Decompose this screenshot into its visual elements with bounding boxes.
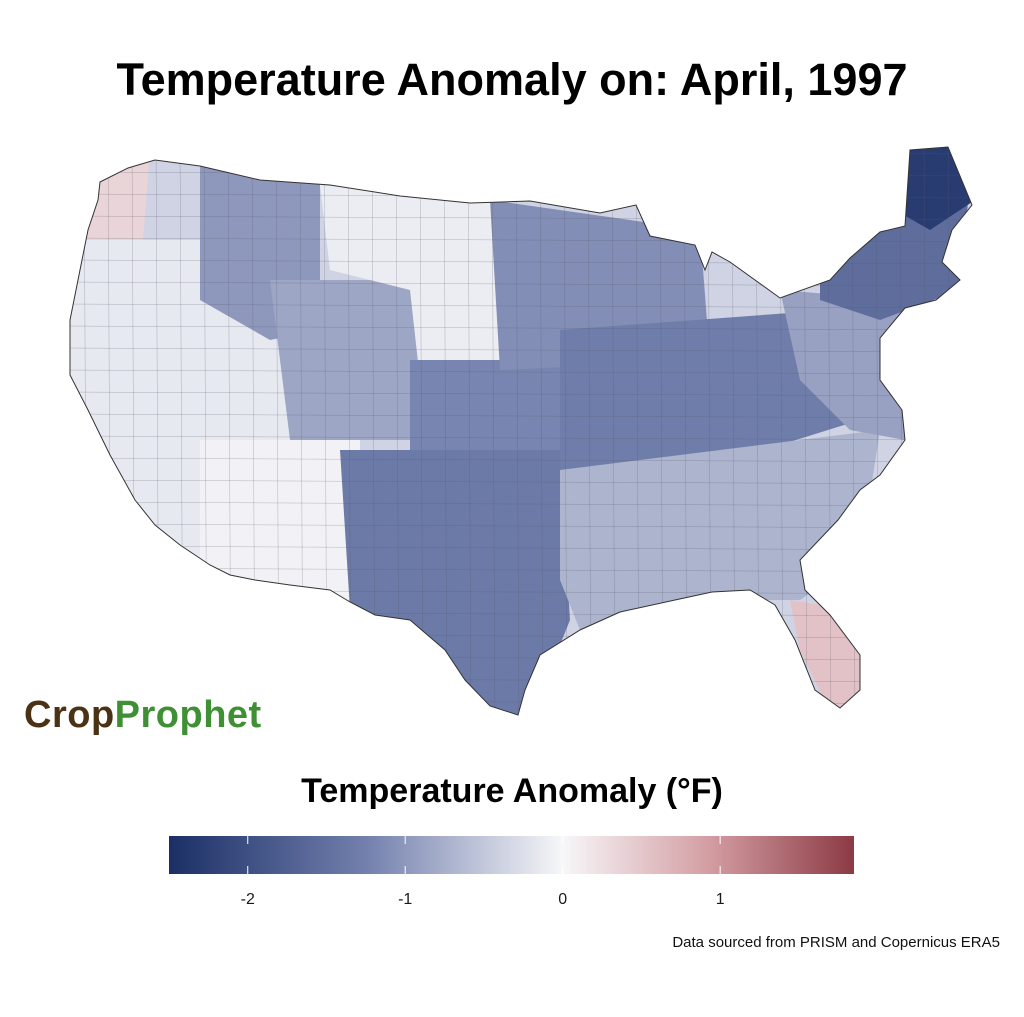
cropprophet-logo: CropProphet bbox=[24, 690, 262, 740]
region-ohio-valley bbox=[560, 310, 860, 470]
colorbar-ticks bbox=[247, 836, 721, 874]
colorbar-tick-label: -1 bbox=[398, 891, 413, 908]
legend-title: Temperature Anomaly (°F) bbox=[301, 772, 723, 810]
map-regions bbox=[70, 147, 972, 715]
logo-text-prophet: Prophet bbox=[114, 694, 262, 736]
us-outline bbox=[69, 146, 973, 716]
colorbar-tick-label: -2 bbox=[240, 891, 255, 908]
region-central-rockies bbox=[270, 280, 420, 440]
region-southern-plains-texas bbox=[340, 450, 570, 715]
data-source-caption: Data sourced from PRISM and Copernicus E… bbox=[672, 934, 1000, 951]
region-mid-atlantic bbox=[780, 290, 905, 440]
legend-colorbar bbox=[169, 836, 854, 874]
colorbar-svg bbox=[169, 836, 854, 874]
colorbar-tick-label: 1 bbox=[715, 891, 725, 908]
colorbar-gradient bbox=[169, 836, 854, 874]
region-southeast bbox=[560, 430, 880, 630]
region-southwest-desert bbox=[200, 440, 360, 600]
chart-title: Temperature Anomaly on: April, 1997 bbox=[116, 54, 908, 105]
colorbar-tick-label: 0 bbox=[558, 891, 568, 908]
region-northern-plains bbox=[320, 185, 500, 380]
logo-text-crop: Crop bbox=[24, 694, 115, 736]
